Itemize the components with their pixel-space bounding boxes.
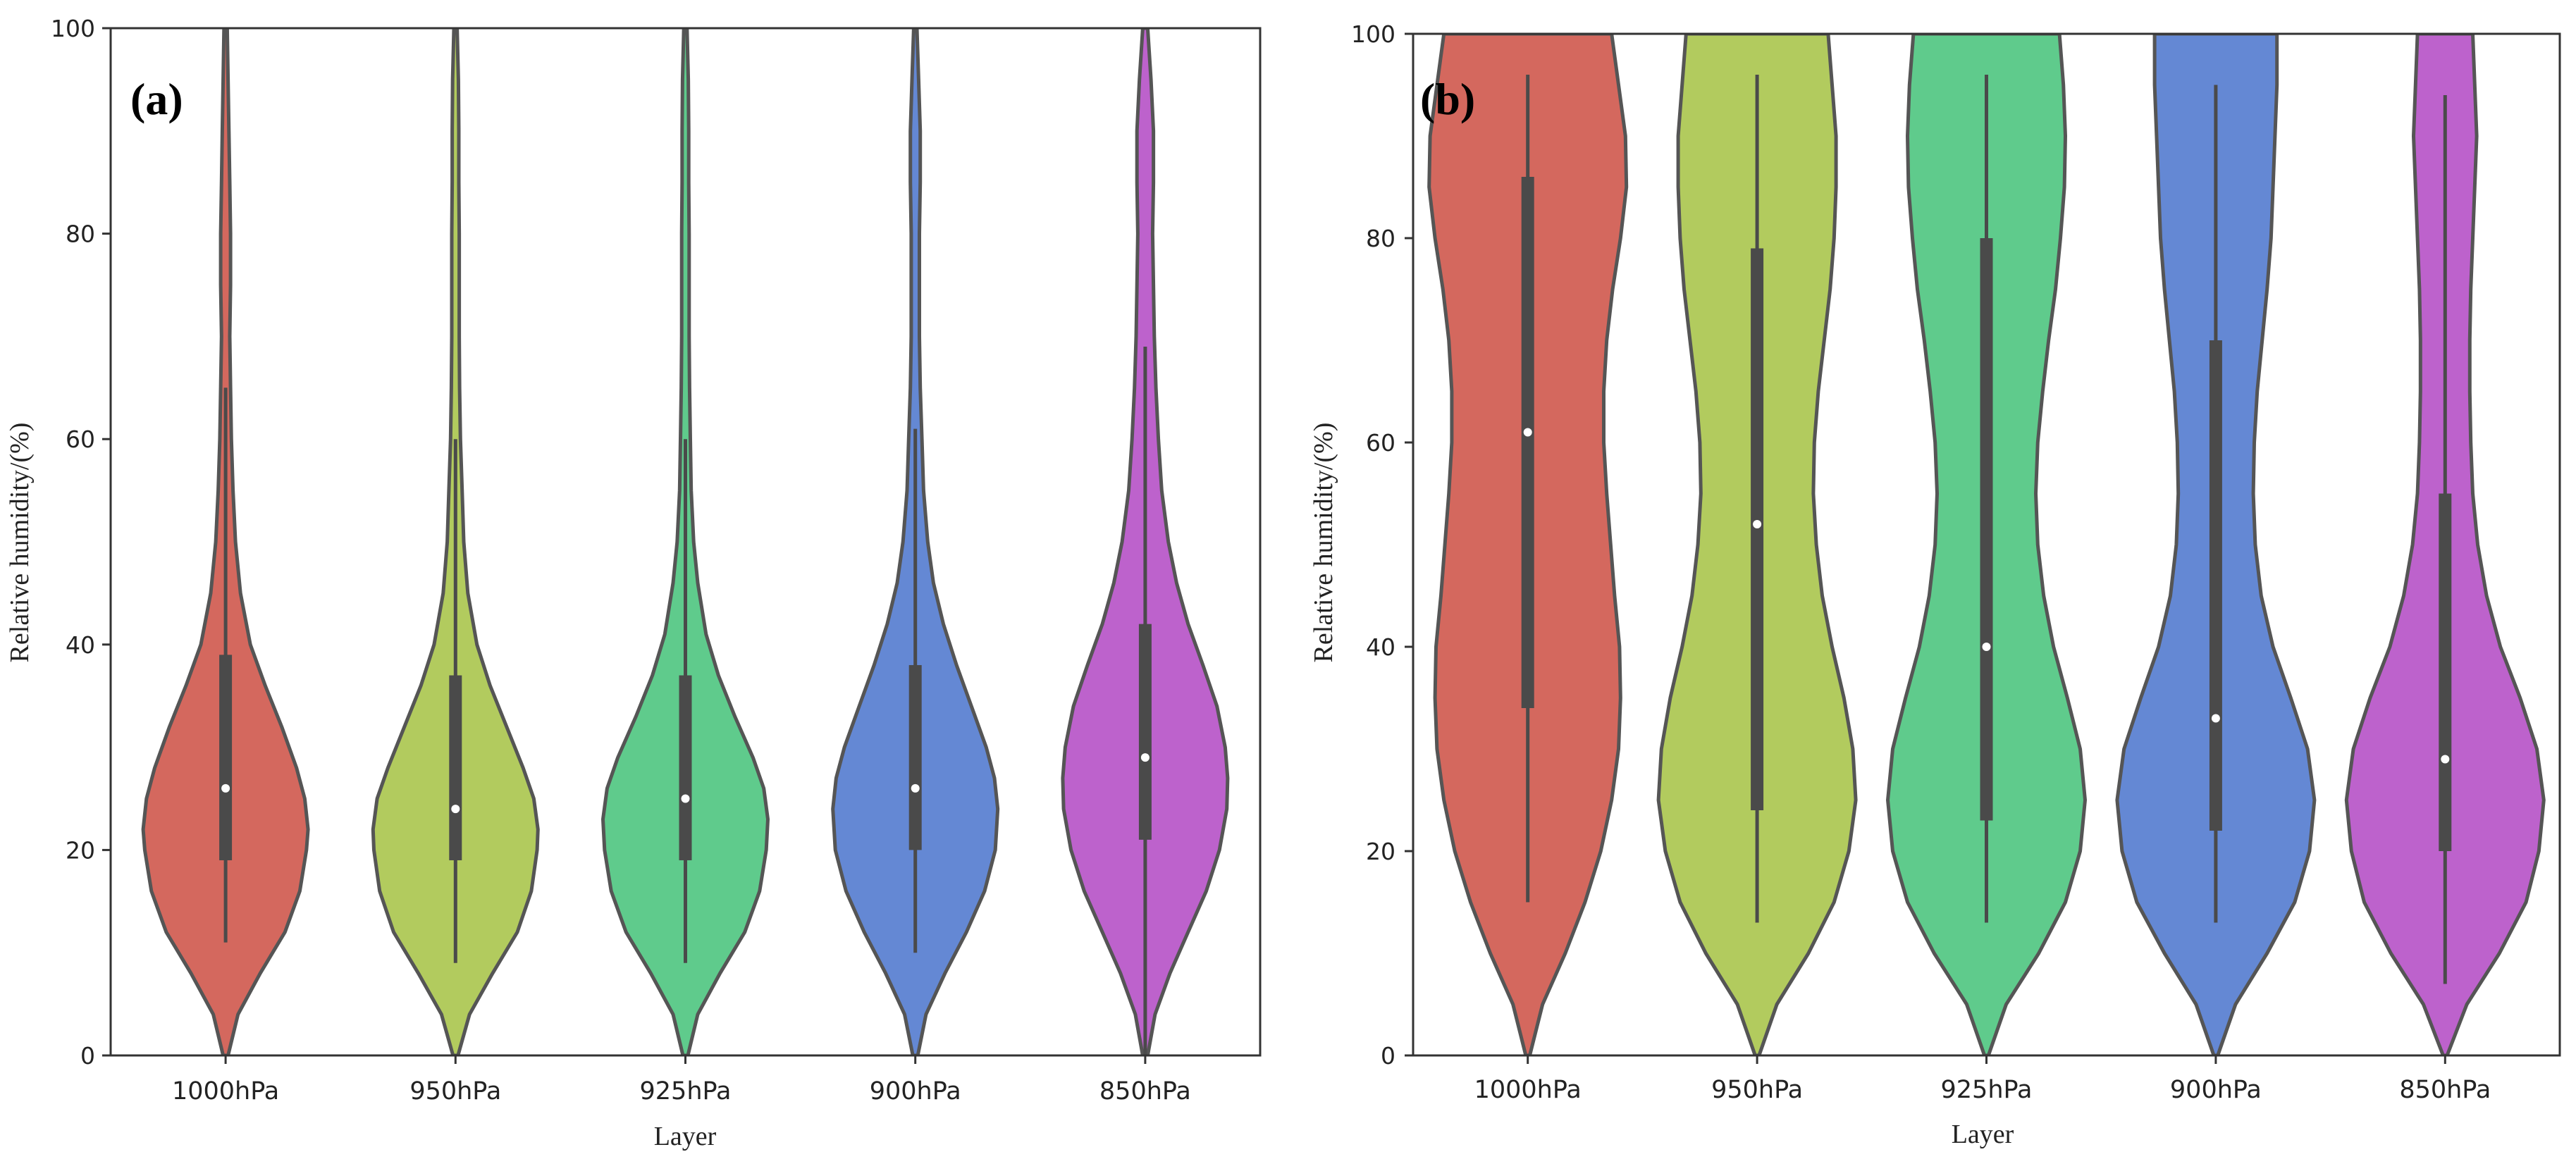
median-dot-1000hPa <box>1523 428 1532 437</box>
y-tick-label: 20 <box>1366 838 1395 865</box>
median-dot-950hPa <box>1753 520 1762 528</box>
iqr-box-850hPa <box>1138 624 1152 840</box>
x-axis-label: Layer <box>654 1122 717 1151</box>
iqr-box-1000hPa <box>219 655 233 860</box>
iqr-box-950hPa <box>1751 248 1764 810</box>
x-tick-label: 900hPa <box>2170 1076 2262 1104</box>
y-tick-label: 0 <box>1381 1042 1395 1070</box>
plot-area <box>1427 34 2546 1055</box>
chart-panel-a: 0 20 40 60 80 100 1000hPa 950hPa 925hPa 900hPa 850… <box>5 15 1262 1151</box>
median-dot-900hPa <box>2211 714 2220 723</box>
x-tick-label: 925hPa <box>1941 1076 2033 1104</box>
x-axis-label: Layer <box>1952 1120 2014 1149</box>
iqr-box-925hPa <box>1980 238 1993 821</box>
y-axis-label: Relative humidity/(%) <box>5 423 35 663</box>
x-tick-label: 900hPa <box>870 1077 961 1105</box>
iqr-box-900hPa <box>908 664 922 850</box>
y-tick-label: 0 <box>80 1042 95 1070</box>
y-tick-label: 100 <box>1351 20 1395 48</box>
y-tick-label: 100 <box>51 15 95 42</box>
median-dot-900hPa <box>911 783 920 793</box>
median-dot-950hPa <box>451 805 460 814</box>
x-tick-label: 850hPa <box>1099 1077 1191 1105</box>
median-dot-925hPa <box>681 794 690 803</box>
x-tick-label: 925hPa <box>640 1077 732 1105</box>
median-dot-850hPa <box>2441 755 2450 764</box>
iqr-box-925hPa <box>679 675 692 860</box>
y-tick-label: 60 <box>66 426 95 453</box>
panel-label: (a) <box>130 74 183 124</box>
y-tick-label: 60 <box>1366 429 1395 457</box>
median-dot-1000hPa <box>221 783 230 793</box>
plot-area <box>141 28 1230 1055</box>
y-tick-label: 40 <box>66 631 95 659</box>
median-dot-850hPa <box>1140 753 1150 762</box>
y-axis-label: Relative humidity/(%) <box>1309 423 1338 663</box>
chart-panel-b: 0 20 40 60 80 100 1000hPa 950hPa 925hPa 900hPa 850… <box>1309 20 2561 1149</box>
panel-label: (b) <box>1420 74 1475 124</box>
iqr-box-850hPa <box>2439 493 2452 851</box>
y-tick-label: 20 <box>66 836 95 864</box>
x-tick-label: 950hPa <box>409 1077 501 1105</box>
y-tick-label: 80 <box>1366 225 1395 252</box>
iqr-box-900hPa <box>2209 340 2222 831</box>
iqr-box-1000hPa <box>1521 177 1534 708</box>
x-tick-label: 1000hPa <box>1474 1076 1582 1104</box>
x-tick-label: 850hPa <box>2399 1076 2491 1104</box>
y-tick-label: 80 <box>66 221 95 248</box>
iqr-box-950hPa <box>449 675 462 860</box>
y-tick-label: 40 <box>1366 633 1395 661</box>
median-dot-925hPa <box>1982 643 1991 651</box>
x-tick-label: 1000hPa <box>172 1077 279 1105</box>
x-tick-label: 950hPa <box>1711 1076 1803 1104</box>
